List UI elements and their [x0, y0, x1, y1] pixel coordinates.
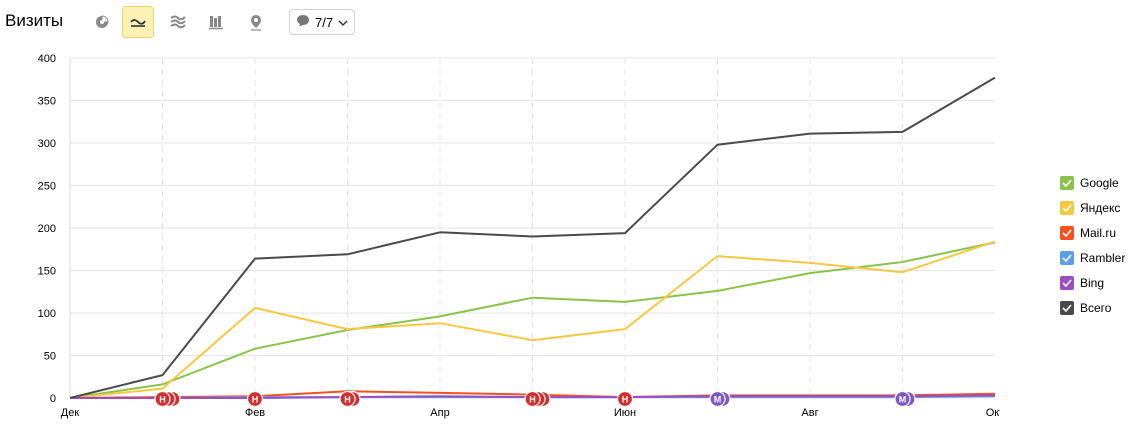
x-tick-label: Окт — [986, 407, 1000, 419]
chart-legend: Google Яндекс Mail.ru Rambler Bing Всего — [1060, 170, 1125, 320]
annotation-marker — [524, 390, 541, 408]
annotation-marker-label: Н — [252, 395, 259, 405]
legend-item[interactable]: Google — [1060, 170, 1125, 195]
legend-item-label: Яндекс — [1080, 200, 1121, 215]
legend-item[interactable]: Rambler — [1060, 245, 1125, 270]
pie-chart-button[interactable] — [86, 6, 118, 38]
map-pin-icon — [248, 14, 264, 31]
annotation-marker-label: Н — [622, 395, 629, 405]
x-tick-label: Авг — [801, 407, 818, 419]
checkbox-check-icon[interactable] — [1060, 275, 1074, 290]
legend-item-label: Rambler — [1080, 250, 1126, 265]
chevron-down-icon — [338, 15, 348, 30]
area-chart-button[interactable] — [162, 6, 194, 38]
bar-chart-icon — [208, 14, 224, 30]
chart-toolbar: Визиты 7/7 — [0, 0, 1135, 46]
series-line — [69, 240, 996, 399]
annotation-marker — [709, 390, 726, 408]
checkbox-check-icon[interactable] — [1060, 250, 1074, 265]
annotation-marker — [339, 390, 356, 408]
checkbox-check-icon[interactable] — [1060, 200, 1074, 215]
annotation-marker-label: М — [899, 395, 907, 405]
legend-item-label: Bing — [1080, 275, 1105, 290]
y-tick-label: 0 — [50, 393, 56, 405]
legend-item-label: Google — [1080, 175, 1119, 190]
y-tick-label: 50 — [44, 351, 56, 363]
checkbox-check-icon[interactable] — [1060, 175, 1074, 190]
annotations-count: 7/7 — [315, 14, 334, 30]
annotation-marker — [894, 390, 911, 408]
series-line — [69, 76, 996, 399]
y-tick-label: 250 — [38, 181, 56, 193]
x-tick-label: Дек — [61, 407, 80, 419]
x-tick-label: Июн — [614, 407, 636, 419]
annotation-marker-label: М — [714, 395, 722, 405]
line-chart-icon — [129, 15, 147, 29]
comment-icon — [296, 14, 310, 30]
bar-chart-button[interactable] — [200, 6, 232, 38]
chart-title: Визиты — [5, 11, 64, 30]
x-tick-label: Фев — [245, 407, 265, 419]
checkbox-check-icon[interactable] — [1060, 300, 1074, 315]
y-tick-label: 300 — [38, 138, 56, 150]
y-tick-label: 200 — [38, 223, 56, 235]
y-tick-label: 150 — [38, 266, 56, 278]
legend-item[interactable]: Яндекс — [1060, 195, 1125, 220]
y-tick-label: 100 — [38, 308, 56, 320]
map-button[interactable] — [240, 6, 272, 38]
annotations-filter-button[interactable]: 7/7 — [289, 9, 355, 35]
checkbox-check-icon[interactable] — [1060, 225, 1074, 240]
legend-item[interactable]: Всего — [1060, 295, 1125, 320]
y-tick-label: 400 — [38, 53, 56, 65]
x-tick-label: Апр — [430, 407, 449, 419]
line-chart-button[interactable] — [122, 6, 154, 38]
annotation-marker-label: Н — [159, 395, 166, 405]
legend-item[interactable]: Bing — [1060, 270, 1125, 295]
annotation-marker — [154, 390, 171, 408]
pie-chart-icon — [94, 14, 110, 30]
legend-item-label: Mail.ru — [1080, 225, 1117, 240]
annotation-marker — [616, 390, 634, 408]
annotation-marker — [246, 390, 264, 408]
area-chart-icon — [169, 14, 187, 30]
legend-item[interactable]: Mail.ru — [1060, 220, 1125, 245]
annotation-marker-label: Н — [344, 395, 351, 405]
y-tick-label: 350 — [38, 96, 56, 108]
series-line — [69, 241, 996, 399]
visits-line-chart: 0 50 100 150 200 250 300 350 400 Дек Фев Апр Июн Авг О… — [38, 53, 1000, 419]
legend-item-label: Всего — [1080, 300, 1112, 315]
annotation-marker-label: Н — [529, 395, 536, 405]
